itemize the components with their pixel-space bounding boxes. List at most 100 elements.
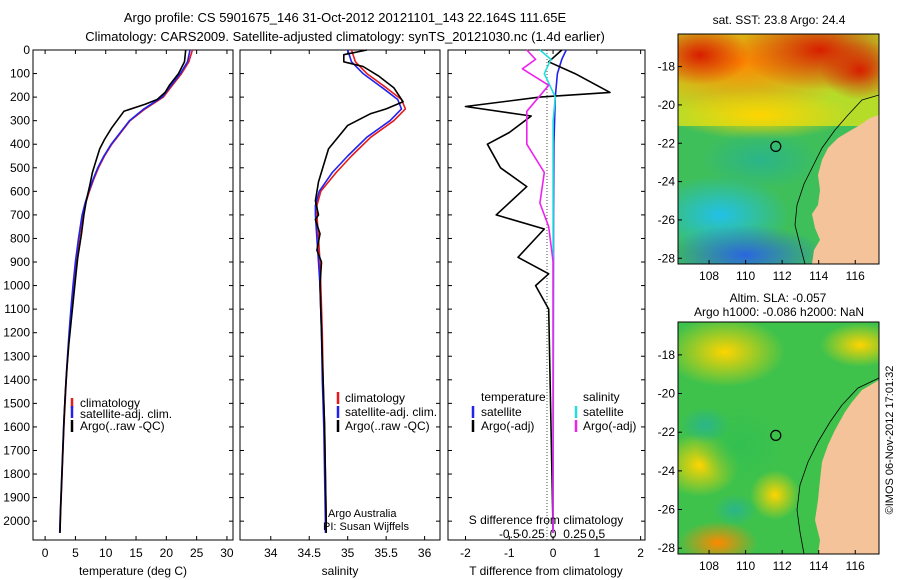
salinity-depth-ticks	[240, 49, 440, 522]
difference-legend-s-satellite: satellite	[583, 405, 624, 419]
sla-teal-eddy-south	[713, 494, 757, 526]
lat-tick-label: -18	[658, 60, 676, 74]
sst-bathymetry-contour	[794, 94, 879, 264]
difference-legend-heading-salinity: salinity	[583, 390, 620, 404]
x-tick-label: 34	[264, 546, 278, 560]
x-tick-label: 36	[418, 546, 432, 560]
sst-map-ticks: 108 110 112 114 116 -18 -20 -22 -24 -26 -28	[658, 60, 865, 283]
lon-tick-label: 108	[699, 269, 719, 283]
sla-yellow-center	[750, 470, 800, 520]
temperature-legend-argo: Argo(..raw -QC)	[80, 419, 165, 433]
depth-tick-label: 200	[10, 90, 30, 104]
lat-tick-label: -20	[658, 98, 676, 112]
series-line-2	[314, 49, 404, 533]
depth-tick-label: 900	[10, 255, 30, 269]
lat-tick-label: -22	[658, 425, 676, 439]
salinity-axes-frame	[239, 49, 441, 541]
x-tick-label: -1	[504, 546, 515, 560]
x-tick-label: 5	[72, 546, 79, 560]
depth-tick-label: 100	[10, 67, 30, 81]
salinity-legend-climatology: climatology	[345, 391, 405, 405]
sla-map: Altim. SLA: -0.057 Argo h1000: -0.086 h2…	[658, 291, 880, 573]
depth-tick-label: 400	[10, 137, 30, 151]
salinity-x-label: salinity	[322, 564, 359, 578]
lat-tick-label: -26	[658, 213, 676, 227]
lon-tick-label: 112	[773, 559, 792, 573]
sst-map-title: sat. SST: 23.8 Argo: 24.4	[713, 13, 846, 27]
x-tick-label: 0	[42, 546, 49, 560]
difference-legend-t-satellite: satellite	[481, 405, 522, 419]
lon-tick-label: 112	[773, 269, 792, 283]
lon-tick-label: 114	[809, 269, 828, 283]
depth-tick-label: 600	[10, 184, 30, 198]
temperature-x-label: temperature (deg C)	[79, 564, 187, 578]
sla-orange-south	[678, 521, 758, 554]
difference-legend-s-argo: Argo(-adj)	[583, 419, 636, 433]
sla-yellow-northeast	[820, 323, 879, 367]
salinity-x-ticks: 34 34.5 35 35.5 36	[264, 50, 432, 560]
lon-tick-label: 116	[846, 269, 865, 283]
depth-tick-label: 1700	[3, 443, 30, 457]
difference-series	[464, 49, 611, 533]
x-tick-label: 1	[594, 546, 601, 560]
sla-land-australia	[815, 380, 879, 554]
lat-tick-label: -18	[658, 348, 676, 362]
top-x-tick-label: -0.25	[517, 527, 545, 541]
imos-timestamp: ©IMOS 06-Nov-2012 17:01:32	[884, 366, 896, 515]
salinity-legend-satellite: satellite-adj. clim.	[345, 405, 437, 419]
series-line-1	[464, 49, 611, 533]
sst-map: sat. SST: 23.8 Argo: 24.4 108 110 112 114 11…	[658, 13, 880, 283]
sla-map-title-line2: Argo h1000: -0.086 h2000: NaN	[694, 305, 864, 319]
depth-tick-label: 1400	[3, 373, 30, 387]
depth-tick-label: 300	[10, 114, 30, 128]
sst-teal-patch	[700, 130, 820, 190]
temperature-depth-ticks: 0 100 200 300 400 500 600 700 800 900 1000 1100 1200…	[3, 43, 233, 528]
sla-yellow-northwest	[678, 322, 785, 387]
depth-tick-label: 2000	[3, 514, 30, 528]
lat-tick-label: -22	[658, 136, 676, 150]
lat-tick-label: -20	[658, 387, 676, 401]
lat-tick-label: -28	[658, 251, 676, 265]
temperature-legend-climatology: climatology	[80, 396, 140, 410]
difference-legend-t-argo: Argo(-adj)	[481, 419, 534, 433]
sst-red-patch-west	[678, 34, 750, 85]
x-tick-label: 20	[160, 546, 174, 560]
depth-tick-label: 1500	[3, 396, 30, 410]
lat-tick-label: -24	[658, 175, 676, 189]
difference-axes-frame	[447, 49, 646, 541]
x-tick-label: 25	[190, 546, 204, 560]
series-line-2	[59, 49, 187, 533]
lat-tick-label: -26	[658, 503, 676, 517]
credit-org: Argo Australia	[328, 508, 397, 520]
temperature-x-ticks: 0 5 10 15 20 25 30	[42, 50, 234, 560]
depth-tick-label: 1200	[3, 326, 30, 340]
depth-tick-label: 0	[23, 43, 30, 57]
salinity-panel: 34 34.5 35 35.5 36 salinity climatology sate…	[239, 49, 441, 578]
top-x-tick-label: 0.25	[563, 527, 587, 541]
sla-map-ticks: 108 110 112 114 116 -18 -20 -22 -24 -26 -28	[658, 348, 865, 573]
difference-top-x-label: S difference from climatology	[469, 513, 624, 527]
sst-yellow-band	[678, 90, 850, 140]
x-tick-label: 15	[129, 546, 143, 560]
lon-tick-label: 116	[846, 559, 865, 573]
depth-tick-label: 1800	[3, 467, 30, 481]
salinity-series	[314, 49, 407, 533]
sla-argo-marker	[770, 429, 782, 441]
top-x-tick-label: 0.5	[589, 527, 606, 541]
difference-legend: temperature salinity satellite Argo(-adj…	[471, 390, 636, 433]
x-tick-label: 34.5	[298, 546, 322, 560]
difference-x-label: T difference from climatology	[469, 564, 623, 578]
temperature-legend: climatology satellite-adj. clim. Argo(..…	[70, 396, 172, 433]
sla-bathymetry-contour	[796, 377, 879, 554]
difference-depth-ticks	[448, 49, 645, 522]
lon-tick-label: 110	[736, 559, 755, 573]
sst-blue-patch	[678, 225, 825, 264]
chart-title-line2: Climatology: CARS2009. Satellite-adjuste…	[85, 29, 605, 44]
temperature-legend-satellite: satellite-adj. clim.	[80, 407, 172, 421]
series-line-3	[521, 49, 554, 533]
salinity-legend: climatology satellite-adj. clim. Argo(..…	[336, 391, 437, 433]
credit-pi: PI: Susan Wijffels	[323, 521, 409, 533]
lat-tick-label: -24	[658, 464, 676, 478]
sst-map-frame	[677, 33, 880, 265]
lon-tick-label: 108	[699, 559, 719, 573]
